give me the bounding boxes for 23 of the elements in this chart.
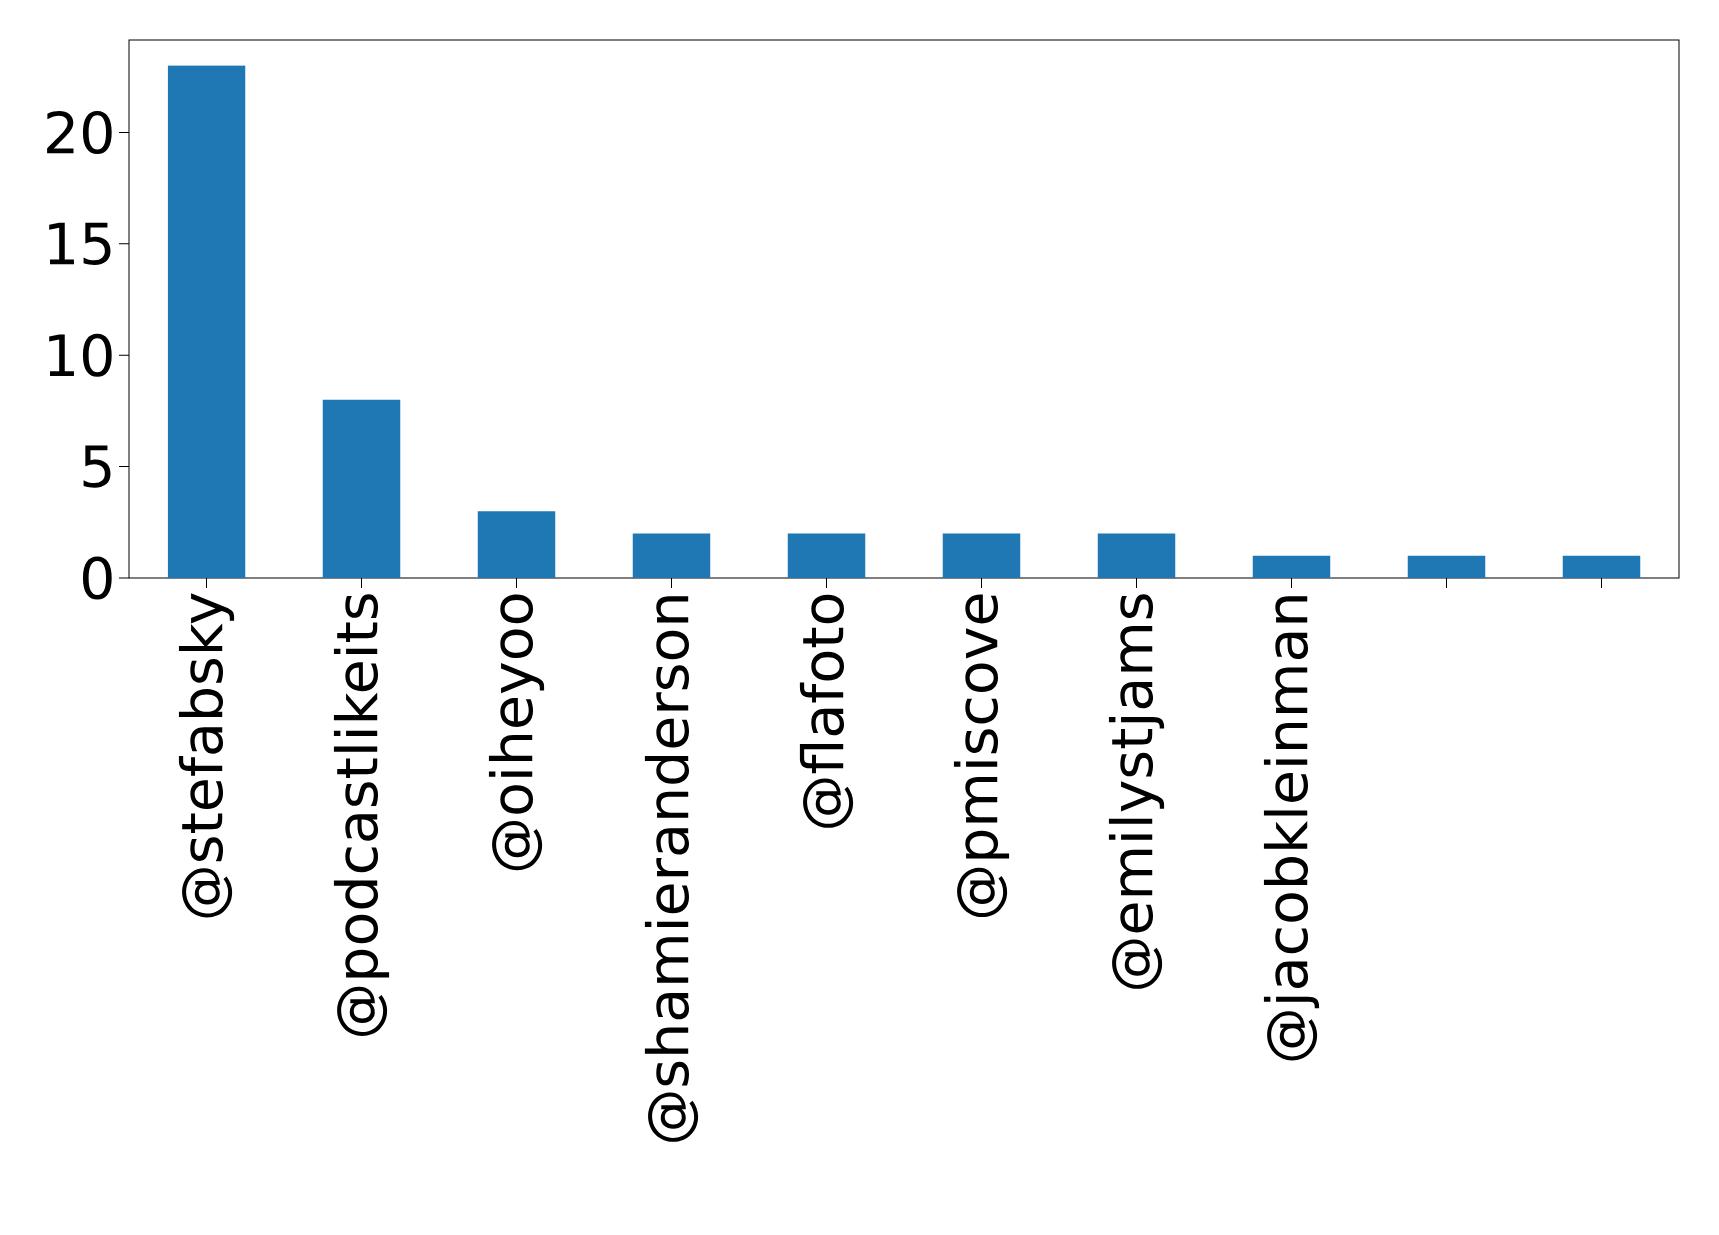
x-tick-label: @jacobkleinman: [1263, 596, 1320, 1061]
x-tick-label: @shamieranderson: [644, 596, 699, 1142]
y-tick-label: 15: [49, 222, 111, 266]
bar: [942, 533, 1021, 578]
bar: [1562, 555, 1641, 578]
x-tick-label: @podcastlikeits: [333, 594, 390, 1036]
x-tick-label: @pmiscove: [953, 594, 1010, 918]
x-tick-label: @flafoto: [799, 594, 854, 828]
bar: [1407, 555, 1486, 578]
bar: [167, 65, 246, 578]
y-tick-label: 0: [82, 556, 112, 600]
bar: [787, 533, 866, 578]
bar: [322, 399, 401, 578]
x-tick-label: @stefabsky: [178, 593, 235, 918]
x-tick-label: @oiheyoo: [488, 594, 545, 871]
x-tick-label: @emilystjams: [1108, 594, 1165, 989]
y-tick-label: 10: [49, 333, 112, 377]
bar: [1097, 533, 1176, 578]
bar: [632, 533, 711, 578]
y-tick-label: 20: [47, 110, 112, 154]
bar: [477, 511, 556, 578]
bar: [1252, 555, 1331, 578]
y-tick-label: 5: [83, 445, 111, 488]
